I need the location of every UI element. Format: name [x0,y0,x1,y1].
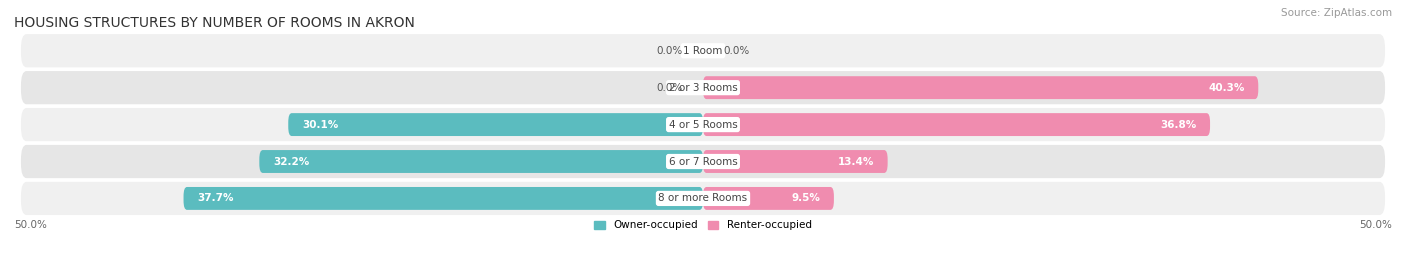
Legend: Owner-occupied, Renter-occupied: Owner-occupied, Renter-occupied [595,220,811,231]
FancyBboxPatch shape [21,108,1385,141]
Text: 32.2%: 32.2% [273,157,309,167]
FancyBboxPatch shape [703,187,834,210]
FancyBboxPatch shape [703,76,1258,99]
FancyBboxPatch shape [21,145,1385,178]
Text: 36.8%: 36.8% [1160,120,1197,130]
Text: 4 or 5 Rooms: 4 or 5 Rooms [669,120,737,130]
Text: Source: ZipAtlas.com: Source: ZipAtlas.com [1281,8,1392,18]
Text: 50.0%: 50.0% [1360,220,1392,230]
FancyBboxPatch shape [703,150,887,173]
FancyBboxPatch shape [288,113,703,136]
Text: 6 or 7 Rooms: 6 or 7 Rooms [669,157,737,167]
Text: 2 or 3 Rooms: 2 or 3 Rooms [669,83,737,93]
Text: 40.3%: 40.3% [1208,83,1244,93]
Text: 50.0%: 50.0% [14,220,46,230]
Text: HOUSING STRUCTURES BY NUMBER OF ROOMS IN AKRON: HOUSING STRUCTURES BY NUMBER OF ROOMS IN… [14,16,415,30]
FancyBboxPatch shape [21,71,1385,104]
Text: 0.0%: 0.0% [657,83,682,93]
Text: 0.0%: 0.0% [724,46,749,56]
Text: 30.1%: 30.1% [302,120,339,130]
FancyBboxPatch shape [259,150,703,173]
Text: 37.7%: 37.7% [197,193,233,203]
FancyBboxPatch shape [21,34,1385,67]
Text: 0.0%: 0.0% [657,46,682,56]
Text: 1 Room: 1 Room [683,46,723,56]
Text: 8 or more Rooms: 8 or more Rooms [658,193,748,203]
Text: 9.5%: 9.5% [792,193,820,203]
Text: 13.4%: 13.4% [838,157,875,167]
FancyBboxPatch shape [21,182,1385,215]
FancyBboxPatch shape [703,113,1211,136]
FancyBboxPatch shape [184,187,703,210]
